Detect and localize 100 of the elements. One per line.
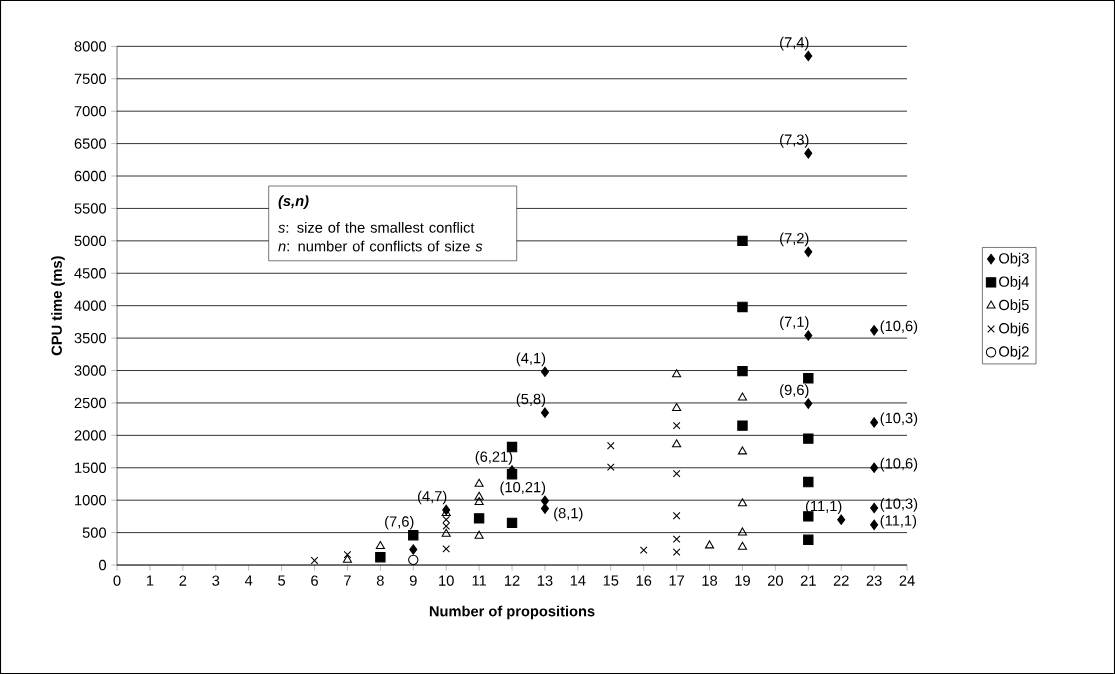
point bbox=[474, 478, 484, 487]
legend-label: Obj2 bbox=[999, 345, 1029, 360]
point bbox=[342, 554, 353, 563]
point bbox=[506, 441, 518, 453]
y-tick-label: 500 bbox=[82, 527, 107, 538]
x-tick-label: 15 bbox=[603, 575, 619, 586]
annotation: (11,1) bbox=[880, 514, 917, 529]
annotation: n: number of conflicts of size s bbox=[278, 240, 483, 252]
point bbox=[408, 554, 419, 566]
annotation: (6,21) bbox=[475, 451, 513, 465]
y-tick-label: 1000 bbox=[75, 495, 107, 506]
y-axis-title: CPU time (ms) bbox=[51, 256, 65, 356]
point bbox=[442, 544, 451, 553]
point bbox=[803, 476, 814, 488]
x-tick-label: 13 bbox=[537, 575, 553, 586]
point bbox=[804, 330, 813, 341]
point bbox=[737, 365, 748, 377]
annotation: (7,1) bbox=[780, 316, 809, 330]
y-tick-label: 1500 bbox=[75, 462, 107, 473]
x-tick-label: 5 bbox=[278, 575, 286, 586]
x-tick-label: 22 bbox=[833, 575, 849, 586]
point bbox=[804, 148, 813, 159]
y-tick-label: 6500 bbox=[74, 138, 107, 149]
y-tick-label: 6000 bbox=[74, 170, 107, 182]
point bbox=[343, 550, 352, 559]
point bbox=[473, 513, 485, 524]
point bbox=[310, 556, 319, 565]
point bbox=[870, 462, 879, 473]
x-tick-label: 9 bbox=[409, 575, 417, 586]
annotation: (11,1) bbox=[805, 500, 842, 515]
point bbox=[506, 469, 518, 480]
y-tick-label: 4000 bbox=[74, 300, 107, 311]
point bbox=[803, 373, 814, 384]
point bbox=[474, 496, 484, 505]
point bbox=[672, 469, 681, 478]
point bbox=[672, 439, 682, 448]
y-tick-label: 3500 bbox=[74, 332, 107, 344]
annotation: (10,6) bbox=[880, 320, 918, 335]
annotation: (9,6) bbox=[780, 384, 809, 398]
x-tick-label: 10 bbox=[439, 575, 454, 586]
y-tick-label: 0 bbox=[99, 559, 107, 571]
legend-label: Obj3 bbox=[999, 252, 1029, 267]
point bbox=[737, 301, 748, 313]
point bbox=[804, 246, 813, 258]
point bbox=[737, 498, 748, 507]
annotation: (10,3) bbox=[880, 412, 918, 427]
y-tick-label: 8000 bbox=[74, 41, 107, 52]
y-tick-label: 2500 bbox=[74, 397, 107, 409]
point bbox=[375, 552, 386, 563]
x-axis-title: Number of propositions bbox=[429, 605, 595, 620]
point bbox=[672, 402, 682, 411]
x-tick-label: 8 bbox=[376, 575, 384, 586]
point bbox=[737, 392, 748, 401]
point bbox=[474, 491, 484, 500]
point bbox=[737, 446, 748, 455]
annotation: (4,1) bbox=[516, 352, 546, 367]
y-tick-label: 2000 bbox=[74, 430, 107, 441]
point bbox=[672, 369, 682, 378]
point bbox=[870, 325, 879, 336]
point bbox=[803, 433, 814, 444]
x-tick-label: 24 bbox=[899, 575, 915, 586]
x-tick-label: 11 bbox=[472, 575, 487, 586]
annotation: (10,3) bbox=[880, 498, 918, 512]
point bbox=[540, 503, 549, 514]
annotation: (8,1) bbox=[554, 507, 583, 522]
y-tick-label: 3000 bbox=[74, 365, 107, 376]
legend-label: Obj4 bbox=[999, 276, 1029, 290]
annotation: (5,8) bbox=[516, 393, 546, 408]
point bbox=[870, 417, 879, 428]
point bbox=[737, 527, 748, 536]
x-tick-label: 23 bbox=[866, 575, 882, 586]
x-tick-label: 14 bbox=[570, 575, 586, 586]
point bbox=[442, 522, 451, 530]
annotation: (7,2) bbox=[780, 232, 809, 247]
x-tick-label: 0 bbox=[113, 575, 121, 586]
point bbox=[639, 546, 648, 554]
point bbox=[672, 511, 681, 520]
point bbox=[540, 366, 549, 378]
point bbox=[408, 529, 419, 541]
point bbox=[409, 544, 418, 555]
x-tick-label: 16 bbox=[636, 575, 652, 586]
point bbox=[804, 398, 813, 409]
x-tick-label: 18 bbox=[702, 575, 718, 586]
point bbox=[704, 540, 715, 549]
x-tick-label: 6 bbox=[311, 575, 318, 586]
point bbox=[870, 519, 879, 531]
point bbox=[441, 528, 451, 537]
x-tick-label: 17 bbox=[669, 575, 685, 586]
y-tick-label: 4500 bbox=[74, 268, 107, 279]
point bbox=[606, 463, 615, 471]
point bbox=[442, 515, 451, 524]
x-tick-label: 12 bbox=[504, 575, 520, 586]
annotation: (s,n) bbox=[278, 195, 309, 209]
annotation: (10,21) bbox=[500, 481, 546, 496]
annotation: s: size of the smallest conflict bbox=[278, 221, 475, 233]
point bbox=[474, 530, 484, 539]
x-tick-label: 4 bbox=[244, 575, 253, 586]
x-tick-label: 7 bbox=[344, 575, 351, 586]
x-tick-label: 2 bbox=[179, 575, 187, 586]
x-tick-label: 20 bbox=[767, 575, 783, 586]
